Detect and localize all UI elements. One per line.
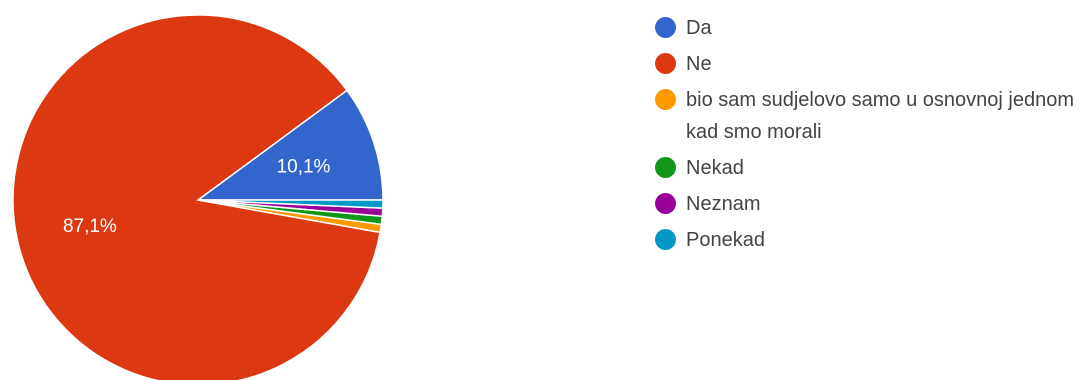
pie-slice-5 <box>197 199 384 209</box>
legend-item-0: Da <box>655 12 1089 44</box>
legend-label: bio sam sudjelovo samo u osnovnoj jednom… <box>686 89 1074 143</box>
legend-label: Ponekad <box>686 229 765 251</box>
legend-item-5: Ponekad <box>655 224 1089 256</box>
pie-slice-1 <box>12 14 382 380</box>
legend-label: Da <box>686 17 712 39</box>
legend-label: Ne <box>686 53 712 75</box>
pie-slice-0 <box>195 89 384 201</box>
legend-swatch <box>655 157 676 178</box>
legend-swatch <box>655 17 676 38</box>
slice-data-label-1: 87,1% <box>63 216 117 237</box>
legend-label: Nekad <box>686 157 744 179</box>
legend-item-1: Ne <box>655 48 1089 80</box>
legend: Da Ne bio sam sudjelovo samo u osnovnoj je… <box>655 12 1089 260</box>
legend-item-2: bio sam sudjelovo samo u osnovnoj jednom… <box>655 84 1089 148</box>
legend-swatch <box>655 89 676 110</box>
legend-label: Neznam <box>686 193 761 215</box>
slice-data-label-0: 10,1% <box>277 156 331 177</box>
legend-swatch <box>655 229 676 250</box>
legend-item-3: Nekad <box>655 152 1089 184</box>
legend-item-4: Neznam <box>655 188 1089 220</box>
legend-swatch <box>655 53 676 74</box>
legend-swatch <box>655 193 676 214</box>
